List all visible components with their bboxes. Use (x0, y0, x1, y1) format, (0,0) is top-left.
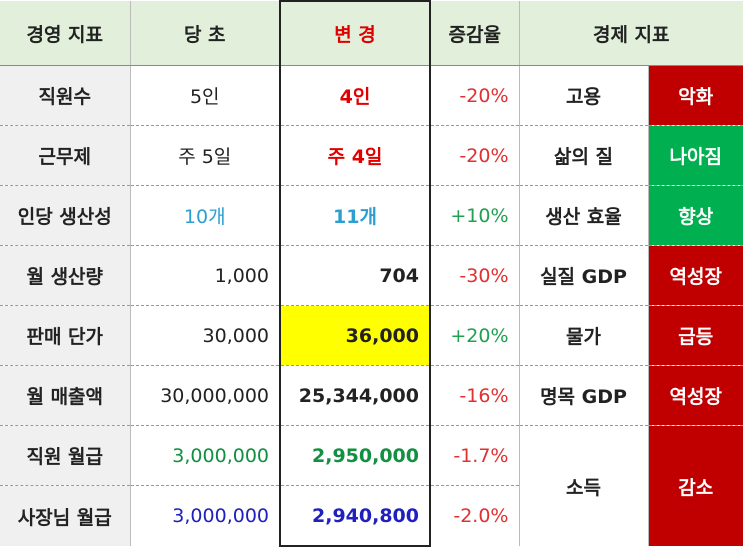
after-cell: 11개 (279, 185, 431, 246)
after-cell: 주 4일 (279, 125, 431, 186)
row-label: 직원수 (0, 65, 131, 126)
change-cell: +20% (430, 305, 520, 366)
row: 월 매출액 30,000,000 25,344,000 -16% 명목 GDP … (0, 365, 743, 426)
status-cell: 역성장 (648, 245, 743, 306)
change-cell: +10% (430, 185, 520, 246)
status-cell: 역성장 (648, 365, 743, 426)
status-cell: 감소 (648, 425, 743, 546)
header-row: 경영 지표 당 초 변 경 증감율 경제 지표 (0, 0, 743, 66)
status-cell: 향상 (648, 185, 743, 246)
header-cell: 변 경 (279, 0, 431, 66)
after-cell: 2,950,000 (279, 425, 431, 486)
row-label: 인당 생산성 (0, 185, 131, 246)
header-cell: 경영 지표 (0, 1, 131, 66)
row: 사장님 월급 3,000,000 2,940,800 -2.0% (0, 485, 743, 547)
before-cell: 30,000 (130, 305, 281, 366)
row: 직원 월급 3,000,000 2,950,000 -1.7% 소득 감소 (0, 425, 743, 546)
row-label: 사장님 월급 (0, 485, 131, 546)
change-cell: -20% (430, 65, 520, 126)
row: 직원수 5인 4인 -20% 고용 악화 (0, 65, 743, 126)
indicator-cell: 생산 효율 (519, 185, 649, 246)
before-cell: 3,000,000 (130, 425, 281, 486)
status-cell: 나아짐 (648, 125, 743, 186)
before-cell: 주 5일 (130, 125, 281, 186)
row: 근무제 주 5일 주 4일 -20% 삶의 질 나아짐 (0, 125, 743, 186)
row-label: 직원 월급 (0, 425, 131, 486)
change-cell: -30% (430, 245, 520, 306)
indicator-cell: 삶의 질 (519, 125, 649, 186)
indicator-cell: 고용 (519, 65, 649, 126)
after-cell: 25,344,000 (279, 365, 431, 426)
row-label: 판매 단가 (0, 305, 131, 366)
status-cell: 급등 (648, 305, 743, 366)
row-label: 근무제 (0, 125, 131, 186)
after-cell: 36,000 (279, 305, 431, 366)
row: 판매 단가 30,000 36,000 +20% 물가 급등 (0, 305, 743, 366)
row: 월 생산량 1,000 704 -30% 실질 GDP 역성장 (0, 245, 743, 306)
after-cell: 2,940,800 (279, 485, 431, 547)
indicator-cell: 소득 (519, 425, 649, 546)
change-cell: -20% (430, 125, 520, 186)
row-label: 월 생산량 (0, 245, 131, 306)
indicator-cell: 물가 (519, 305, 649, 366)
header-cell: 경제 지표 (519, 1, 743, 66)
before-cell: 30,000,000 (130, 365, 281, 426)
row-label: 월 매출액 (0, 365, 131, 426)
before-cell: 3,000,000 (130, 485, 281, 546)
change-cell: -1.7% (430, 425, 520, 486)
header-cell: 당 초 (130, 1, 281, 66)
row: 인당 생산성 10개 11개 +10% 생산 효율 향상 (0, 185, 743, 246)
header-cell: 증감율 (430, 1, 520, 66)
after-cell: 704 (279, 245, 431, 306)
before-cell: 10개 (130, 185, 281, 246)
indicator-cell: 명목 GDP (519, 365, 649, 426)
before-cell: 1,000 (130, 245, 281, 306)
before-cell: 5인 (130, 65, 281, 126)
after-cell: 4인 (279, 65, 431, 126)
status-cell: 악화 (648, 65, 743, 126)
change-cell: -16% (430, 365, 520, 426)
change-cell: -2.0% (430, 485, 520, 546)
indicator-cell: 실질 GDP (519, 245, 649, 306)
